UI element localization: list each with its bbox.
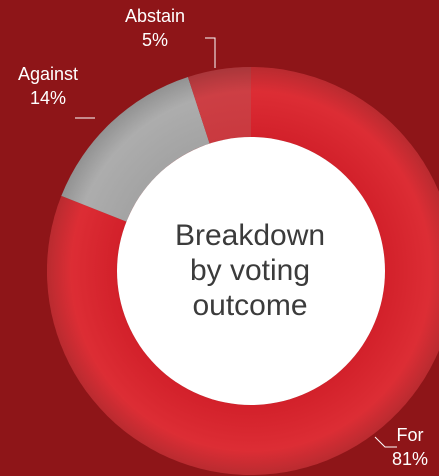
slice-value-against: 14% xyxy=(30,88,66,108)
slice-value-abstain: 5% xyxy=(142,30,168,50)
leader-line-for xyxy=(374,436,397,448)
slice-label-against: Against xyxy=(18,64,78,84)
leader-line-abstain xyxy=(205,37,216,68)
chart-title: Breakdown by voting outcome xyxy=(174,218,326,322)
slice-value-for: 81% xyxy=(392,449,428,469)
slice-label-for: For xyxy=(397,425,424,445)
slice-label-abstain: Abstain xyxy=(125,6,185,26)
donut-center xyxy=(117,137,385,405)
